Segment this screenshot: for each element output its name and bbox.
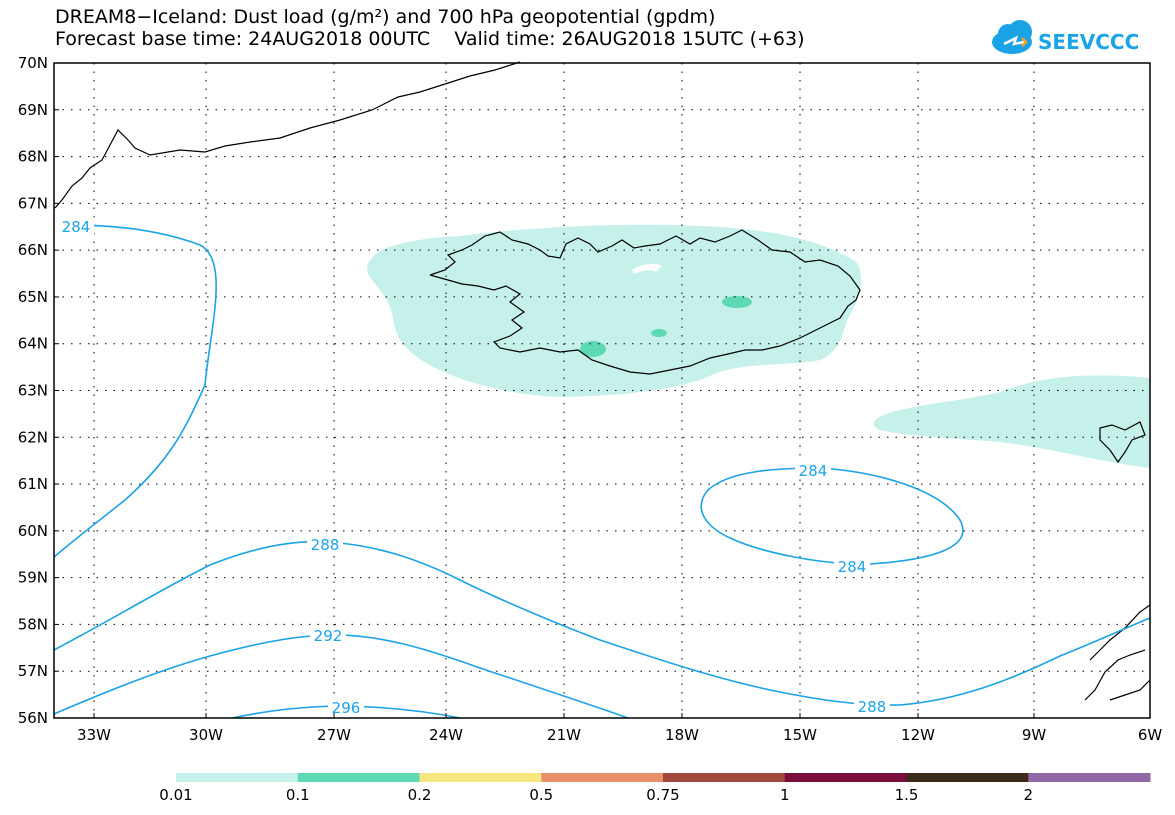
latitude-label: 69N — [18, 101, 48, 119]
longitude-label: 30W — [189, 726, 223, 744]
colorbar-label: 2 — [1023, 786, 1033, 804]
scotland-coast — [1084, 604, 1151, 701]
map-title-line2: Forecast base time: 24AUG2018 00UTC Vali… — [55, 28, 805, 50]
map-title-line1: DREAM8−Iceland: Dust load (g/m²) and 700… — [55, 6, 716, 28]
longitude-label: 6W — [1138, 726, 1163, 744]
contour-label-bg — [307, 535, 343, 553]
longitude-label: 15W — [783, 726, 817, 744]
latitude-label: 59N — [18, 569, 48, 587]
dust-patch-3 — [651, 329, 667, 337]
contour-label: 292 — [314, 627, 343, 645]
colorbar-label: 0.01 — [159, 786, 192, 804]
faroe-coast — [1099, 421, 1146, 464]
contour-284-west — [53, 224, 217, 558]
greenland-coast — [54, 61, 521, 209]
colorbar-label: 0.75 — [646, 786, 679, 804]
contour-label-bg — [58, 217, 94, 235]
contour-label-bg — [834, 557, 870, 575]
latitude-label: 58N — [18, 615, 48, 633]
colorbar-segment — [906, 773, 1029, 782]
contour-label: 288 — [311, 536, 340, 554]
contour-284-east — [700, 467, 964, 565]
contour-label-bg — [795, 461, 831, 479]
cloud-icon — [992, 20, 1032, 54]
longitude-label: 24W — [429, 726, 463, 744]
latitude-label: 70N — [18, 54, 48, 72]
dust-patch-2 — [580, 341, 606, 357]
colorbar-label: 0.2 — [408, 786, 432, 804]
iceland-coast — [429, 229, 861, 375]
colorbar-segment — [176, 773, 299, 782]
contour-label: 284 — [838, 558, 867, 576]
contour-label: 284 — [799, 462, 828, 480]
colorbar-label: 1.5 — [895, 786, 919, 804]
dust-region-southeast — [873, 375, 1150, 468]
longitude-labels: 33W 30W 27W 24W 21W 18W 15W 12W 9W 6W — [77, 713, 1162, 744]
contour-label-bg — [854, 697, 890, 715]
latitude-label: 65N — [18, 288, 48, 306]
latitude-label: 56N — [18, 709, 48, 727]
longitude-label: 18W — [665, 726, 699, 744]
logo-text: SEEVCCC — [1038, 30, 1139, 54]
contour-288 — [53, 540, 1151, 706]
longitude-label: 27W — [317, 726, 351, 744]
latitude-label: 57N — [18, 662, 48, 680]
latitude-label: 66N — [18, 241, 48, 259]
longitude-label: 33W — [77, 726, 111, 744]
colorbar-segment — [784, 773, 907, 782]
contour-label: 288 — [858, 698, 887, 716]
contour-label: 284 — [62, 218, 91, 236]
colorbar-segment — [663, 773, 786, 782]
contour-label-bg — [310, 626, 346, 644]
contour-labels: 284 284 284 288 288 292 296 — [58, 217, 890, 717]
latitude-label: 64N — [18, 335, 48, 353]
latitude-label: 68N — [18, 148, 48, 166]
colorbar-label: 0.1 — [286, 786, 310, 804]
seevccc-logo: SEEVCCC — [992, 20, 1139, 54]
latitude-label: 67N — [18, 194, 48, 212]
contour-label: 296 — [332, 699, 361, 717]
latitude-label: 61N — [18, 475, 48, 493]
dust-shading — [367, 224, 1150, 468]
glacier-gap — [632, 263, 662, 274]
longitude-label: 21W — [547, 726, 581, 744]
colorbar-segment — [419, 773, 542, 782]
dust-patch-1 — [722, 296, 752, 308]
colorbar-label: 1 — [780, 786, 790, 804]
colorbar-segment — [297, 773, 420, 782]
latitude-label: 63N — [18, 382, 48, 400]
colorbar: 0.01 0.1 0.2 0.5 0.75 1 1.5 2 — [159, 773, 1151, 804]
colorbar-segment — [541, 773, 664, 782]
coastlines — [54, 61, 1151, 701]
contour-label-bg — [328, 698, 364, 716]
latitude-label: 60N — [18, 522, 48, 540]
colorbar-label: 0.5 — [529, 786, 553, 804]
latitude-label: 62N — [18, 428, 48, 446]
longitude-label: 12W — [901, 726, 935, 744]
latitude-labels: 70N 69N 68N 67N 66N 65N 64N 63N 62N 61N 60N 59N 58N 5… — [18, 54, 59, 727]
colorbar-segment — [1028, 773, 1151, 782]
dust-region-iceland — [367, 224, 862, 397]
longitude-label: 9W — [1022, 726, 1047, 744]
